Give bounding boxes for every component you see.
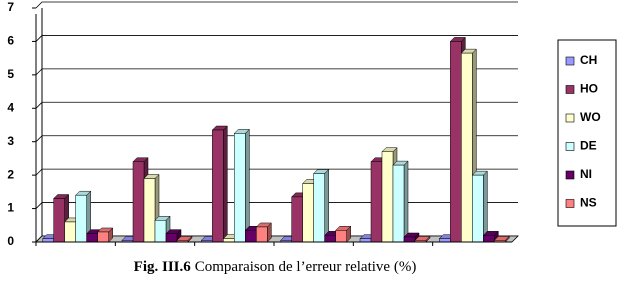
bar (165, 233, 178, 243)
y-tick-label: 4 (7, 100, 14, 114)
y-tick-label: 0 (7, 234, 14, 248)
bar-side (483, 170, 488, 243)
bar (450, 41, 462, 243)
bar (392, 164, 405, 243)
figure-label: Fig. III.6 (134, 259, 192, 275)
legend-swatch (565, 199, 575, 208)
legend-box (557, 39, 617, 227)
bar (64, 221, 76, 243)
grid-line (35, 68, 518, 76)
legend-label: NI (580, 167, 592, 181)
bar (335, 230, 347, 243)
bar (472, 174, 484, 243)
bar (313, 173, 325, 243)
grid-line (35, 202, 518, 209)
legend-label: CH (580, 53, 597, 67)
legend-label: DE (580, 139, 597, 153)
bar (143, 178, 156, 243)
y-tick-label: 3 (7, 134, 14, 148)
bar-side (324, 168, 329, 243)
grid-line (35, 101, 518, 109)
bar (302, 183, 314, 243)
legend-swatch (565, 56, 575, 66)
bar (324, 235, 336, 243)
legend-swatch (565, 113, 575, 123)
legend-label: WO (580, 110, 601, 124)
bar (245, 230, 257, 243)
grid-line (35, 35, 518, 42)
y-tick-label: 7 (7, 0, 14, 14)
grid-line (35, 135, 518, 142)
bar-side (403, 160, 409, 243)
legend-swatch (565, 170, 575, 180)
bar (212, 129, 224, 243)
y-tick-label: 1 (7, 201, 14, 215)
chart-title: Comparaison de l’erreur relative (%) (195, 259, 417, 275)
legend-swatch (565, 142, 575, 151)
bar (256, 226, 268, 243)
bar (359, 238, 372, 243)
bar (403, 236, 416, 243)
bar (97, 231, 109, 243)
bar-side (245, 128, 250, 243)
y-tick-label: 2 (7, 167, 14, 181)
legend-swatch (565, 85, 575, 94)
grid-line (35, 1, 518, 9)
grid-line (35, 168, 518, 176)
legend-label: HO (580, 82, 598, 96)
bar (381, 151, 394, 243)
bar (154, 220, 167, 243)
bar (132, 161, 145, 243)
bar (53, 198, 65, 243)
bar (483, 235, 495, 243)
y-tick-label: 6 (7, 34, 14, 48)
bar (42, 238, 54, 243)
bar (370, 161, 383, 243)
bar (75, 194, 87, 243)
caption: Fig. III.6 Comparaison de l’erreur relati… (134, 259, 417, 275)
bar (291, 196, 303, 243)
legend-label: NS (580, 196, 597, 210)
axis-wall (35, 8, 43, 243)
bar (223, 238, 235, 243)
bar (439, 238, 451, 243)
y-tick-label: 5 (7, 67, 14, 81)
bar-side (223, 125, 228, 243)
bar (86, 233, 98, 243)
bar (234, 133, 246, 243)
bar (461, 52, 473, 243)
